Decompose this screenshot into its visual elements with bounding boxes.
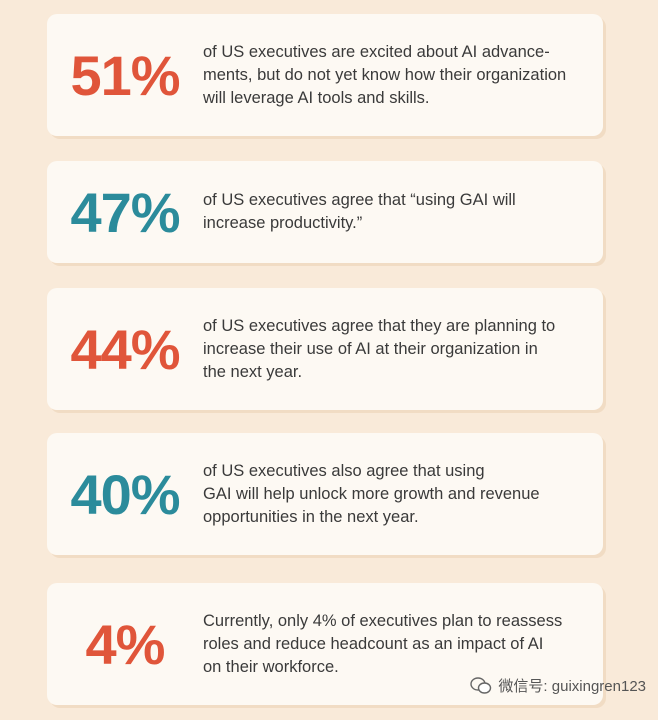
watermark-text: 微信号: guixingren123	[498, 678, 646, 695]
text-line: of US executives agree that “using GAI w…	[203, 191, 516, 209]
text-line: of US executives agree that they are pla…	[203, 316, 556, 335]
stat-value: 51%	[70, 43, 180, 107]
stat-description: of US executives agree that “using GAI w…	[203, 189, 516, 235]
watermark: 微信号: guixingren123	[470, 675, 646, 696]
text-line: GAI will help unlock more growth and rev…	[203, 484, 540, 503]
stat-description: of US executives also agree that using GA…	[203, 460, 540, 529]
stat-description: Currently, only 4% of executives plan to…	[203, 610, 562, 679]
text-line: will leverage AI tools and skills.	[203, 88, 430, 107]
stat-value: 40%	[70, 462, 180, 526]
stat-value: 47%	[70, 180, 180, 244]
text-line: increase their use of AI at their organi…	[203, 339, 538, 358]
stat-card: 4% Currently, only 4% of executives plan …	[47, 583, 603, 705]
wechat-icon	[470, 676, 492, 694]
stat-card: 44% of US executives agree that they are …	[47, 288, 603, 410]
text-line: increase productivity.”	[203, 214, 363, 232]
stat-value: 44%	[70, 317, 180, 381]
text-line: ments, but do not yet know how their org…	[203, 65, 567, 84]
stat-value: 4%	[85, 612, 166, 676]
text-line: of US executives also agree that using	[203, 461, 485, 480]
stat-card: 51% of US executives are excited about AI…	[47, 14, 603, 136]
stat-description: of US executives agree that they are pla…	[203, 315, 555, 384]
stat-card: 47% of US executives agree that “using GA…	[47, 161, 603, 263]
text-line: Currently, only 4% of executives plan to…	[203, 611, 563, 630]
text-line: on their workforce.	[203, 657, 339, 676]
text-line: roles and reduce headcount as an impact …	[203, 634, 544, 653]
text-line: the next year.	[203, 362, 303, 381]
stat-description: of US executives are excited about AI ad…	[203, 41, 566, 110]
text-line: opportunities in the next year.	[203, 507, 419, 526]
stat-card: 40% of US executives also agree that usin…	[47, 433, 603, 555]
text-line: of US executives are excited about AI ad…	[203, 42, 550, 61]
